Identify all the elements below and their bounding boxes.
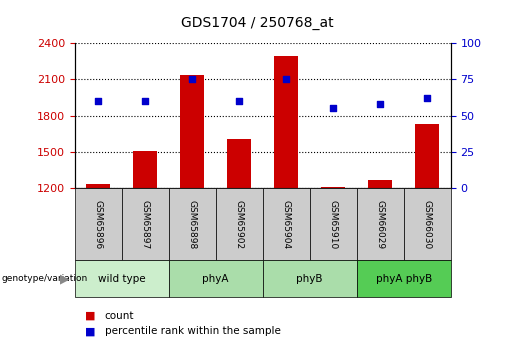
Bar [274, 57, 298, 188]
Text: GSM65896: GSM65896 [94, 200, 102, 249]
Point [141, 98, 149, 104]
Text: GSM66030: GSM66030 [423, 200, 432, 249]
Point [94, 98, 102, 104]
Text: phyA: phyA [202, 274, 229, 284]
Text: GSM65910: GSM65910 [329, 200, 338, 249]
Bar [416, 124, 439, 188]
Point [376, 101, 384, 107]
Text: genotype/variation: genotype/variation [2, 274, 88, 283]
Bar [321, 187, 345, 188]
Bar [87, 184, 110, 188]
Text: count: count [105, 311, 134, 321]
Text: ■: ■ [85, 326, 95, 336]
Bar [368, 179, 392, 188]
Point [329, 106, 337, 111]
Text: GSM65904: GSM65904 [282, 200, 290, 249]
Point [188, 77, 196, 82]
Point [235, 98, 243, 104]
Text: ▶: ▶ [60, 272, 70, 285]
Text: GSM65902: GSM65902 [235, 200, 244, 249]
Bar [228, 138, 251, 188]
Text: GSM65898: GSM65898 [187, 200, 197, 249]
Text: percentile rank within the sample: percentile rank within the sample [105, 326, 281, 336]
Text: GSM65897: GSM65897 [141, 200, 150, 249]
Text: GDS1704 / 250768_at: GDS1704 / 250768_at [181, 16, 334, 30]
Text: phyB: phyB [297, 274, 323, 284]
Text: ■: ■ [85, 311, 95, 321]
Text: phyA phyB: phyA phyB [375, 274, 432, 284]
Text: GSM66029: GSM66029 [375, 200, 385, 249]
Bar [133, 150, 157, 188]
Point [282, 77, 290, 82]
Text: wild type: wild type [98, 274, 145, 284]
Bar [180, 75, 204, 188]
Point [423, 96, 431, 101]
